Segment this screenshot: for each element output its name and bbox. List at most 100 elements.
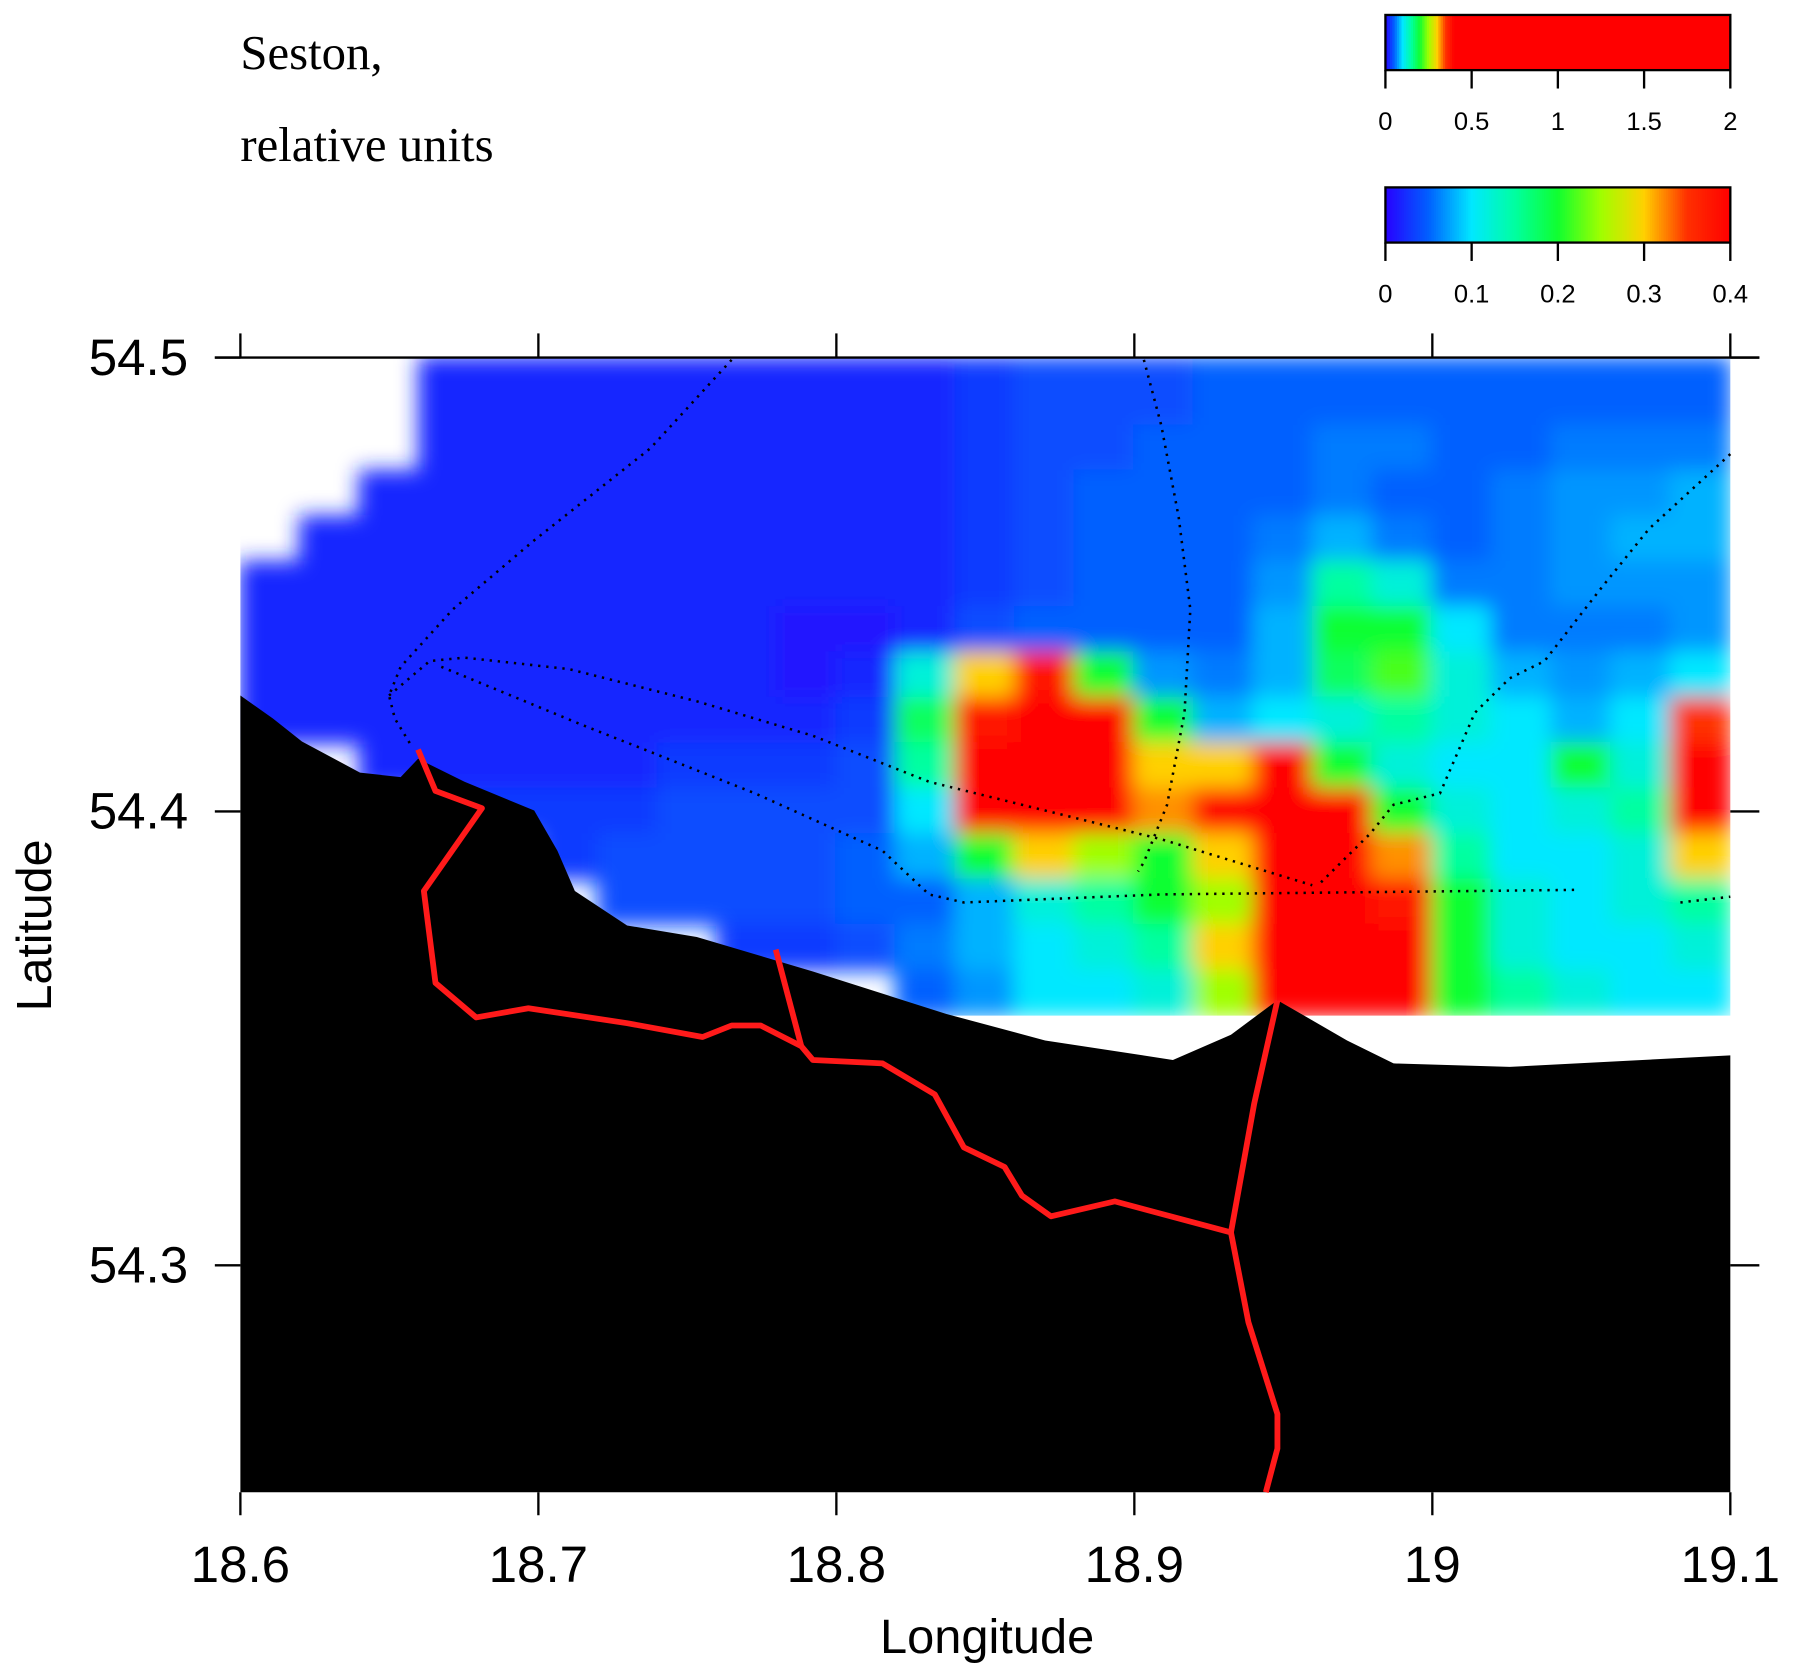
colorbar-swatch: [1557, 187, 1561, 243]
colorbar-swatch: [1387, 187, 1391, 243]
heat-cell: [1013, 560, 1076, 609]
colorbar-swatch: [1431, 14, 1435, 71]
colorbar-tick-label: 1: [1551, 108, 1565, 136]
heat-cell: [1311, 424, 1374, 473]
colorbar-swatch: [1527, 187, 1531, 243]
heat-cell: [1311, 606, 1374, 654]
heat-cell: [596, 696, 659, 745]
heat-cell: [1013, 923, 1076, 972]
heat-cell: [1609, 832, 1672, 881]
colorbar-swatch: [1684, 187, 1688, 243]
heat-cell: [1311, 787, 1374, 836]
heat-cell: [716, 560, 778, 609]
heat-cell: [1371, 357, 1434, 427]
land: [240, 695, 1731, 1493]
heat-cell: [1490, 923, 1553, 972]
heat-cell: [775, 878, 838, 927]
colorbar-swatch: [1419, 14, 1423, 71]
colorbar-swatch: [1507, 187, 1511, 243]
heat-cell: [1013, 832, 1076, 881]
heat-cell: [240, 606, 302, 654]
colorbar-swatch: [1606, 14, 1610, 71]
heat-cell: [894, 832, 957, 881]
colorbar-tick-label: 0: [1378, 280, 1392, 308]
colorbar-swatch: [1426, 187, 1430, 243]
colorbar-swatch: [1456, 187, 1460, 243]
heat-cell: [1133, 878, 1196, 927]
heat-cell: [1252, 832, 1315, 881]
colorbar-swatch: [1700, 187, 1704, 243]
colorbar-swatch: [1484, 14, 1488, 71]
colorbar-swatch: [1472, 187, 1476, 243]
x-tick-label: 18.6: [191, 1536, 290, 1593]
heat-cell: [477, 469, 540, 518]
colorbar-swatch: [1511, 14, 1515, 71]
heat-cell: [1669, 832, 1731, 881]
heat-cell: [1609, 742, 1672, 790]
colorbar-swatch: [1665, 187, 1669, 243]
colorbar-swatch: [1672, 14, 1676, 71]
colorbar-swatch: [1619, 14, 1623, 71]
colorbar-swatch: [1516, 14, 1520, 71]
colorbar-swatch: [1463, 14, 1467, 71]
heat-cell: [1252, 424, 1315, 473]
colorbar-swatch: [1583, 14, 1587, 71]
colorbar-swatch: [1401, 14, 1405, 71]
heat-cell: [537, 424, 600, 473]
heat-cell: [1371, 923, 1434, 972]
heat-cell: [298, 651, 361, 700]
colorbar-swatch: [1615, 187, 1619, 243]
heat-cell: [954, 560, 1017, 609]
colorbar-swatch: [1516, 187, 1520, 243]
colorbar-swatch: [1716, 187, 1720, 243]
heat-cell: [894, 651, 957, 700]
heat-cell: [835, 696, 898, 745]
heat-cell: [1609, 923, 1672, 972]
colorbar-swatch: [1583, 187, 1587, 243]
heat-cell: [1073, 560, 1136, 609]
heat-cell: [1550, 515, 1613, 563]
colorbar-swatch: [1468, 14, 1472, 71]
colorbar-swatch: [1560, 14, 1564, 71]
heat-cell: [298, 696, 361, 745]
colorbar-swatch: [1546, 14, 1550, 71]
heat-cell: [477, 742, 540, 790]
colorbar-swatch: [1408, 14, 1412, 71]
heat-cell: [1490, 560, 1553, 609]
colorbar-swatch: [1596, 14, 1600, 71]
colorbar-swatch: [1539, 187, 1543, 243]
road: [772, 948, 805, 1047]
colorbar-swatch: [1679, 14, 1683, 71]
colorbar-swatch: [1626, 14, 1630, 71]
y-tick-label: 54.4: [89, 783, 188, 840]
colorbar-swatch: [1585, 187, 1589, 243]
heat-cell: [1073, 515, 1136, 563]
colorbar-swatch: [1385, 14, 1389, 71]
heat-cell: [1192, 515, 1255, 563]
heat-cell: [1431, 923, 1494, 972]
colorbar-swatch: [1392, 187, 1396, 243]
heat-cell: [537, 606, 600, 654]
colorbar-swatch: [1677, 187, 1681, 243]
heat-cell: [358, 560, 421, 609]
colorbar-swatch: [1433, 187, 1437, 243]
colorbar-swatch: [1454, 187, 1458, 243]
colorbar-swatch: [1642, 14, 1646, 71]
heat-cell: [1609, 651, 1672, 700]
heat-cell: [418, 357, 480, 427]
heat-cell: [1192, 469, 1255, 518]
colorbar-swatch: [1472, 14, 1476, 71]
colorbar-swatch: [1470, 187, 1474, 243]
colorbar-swatch: [1548, 14, 1552, 71]
heat-cell: [1013, 424, 1076, 473]
heat-cell: [954, 742, 1017, 790]
colorbar-swatch: [1677, 14, 1681, 71]
colorbar-swatch: [1631, 14, 1635, 71]
heat-cell: [596, 742, 659, 790]
heat-cell: [716, 696, 778, 745]
heat-cell: [954, 357, 1017, 427]
colorbar-swatch: [1518, 14, 1522, 71]
colorbar-swatch: [1429, 14, 1433, 71]
heat-cell: [1013, 515, 1076, 563]
